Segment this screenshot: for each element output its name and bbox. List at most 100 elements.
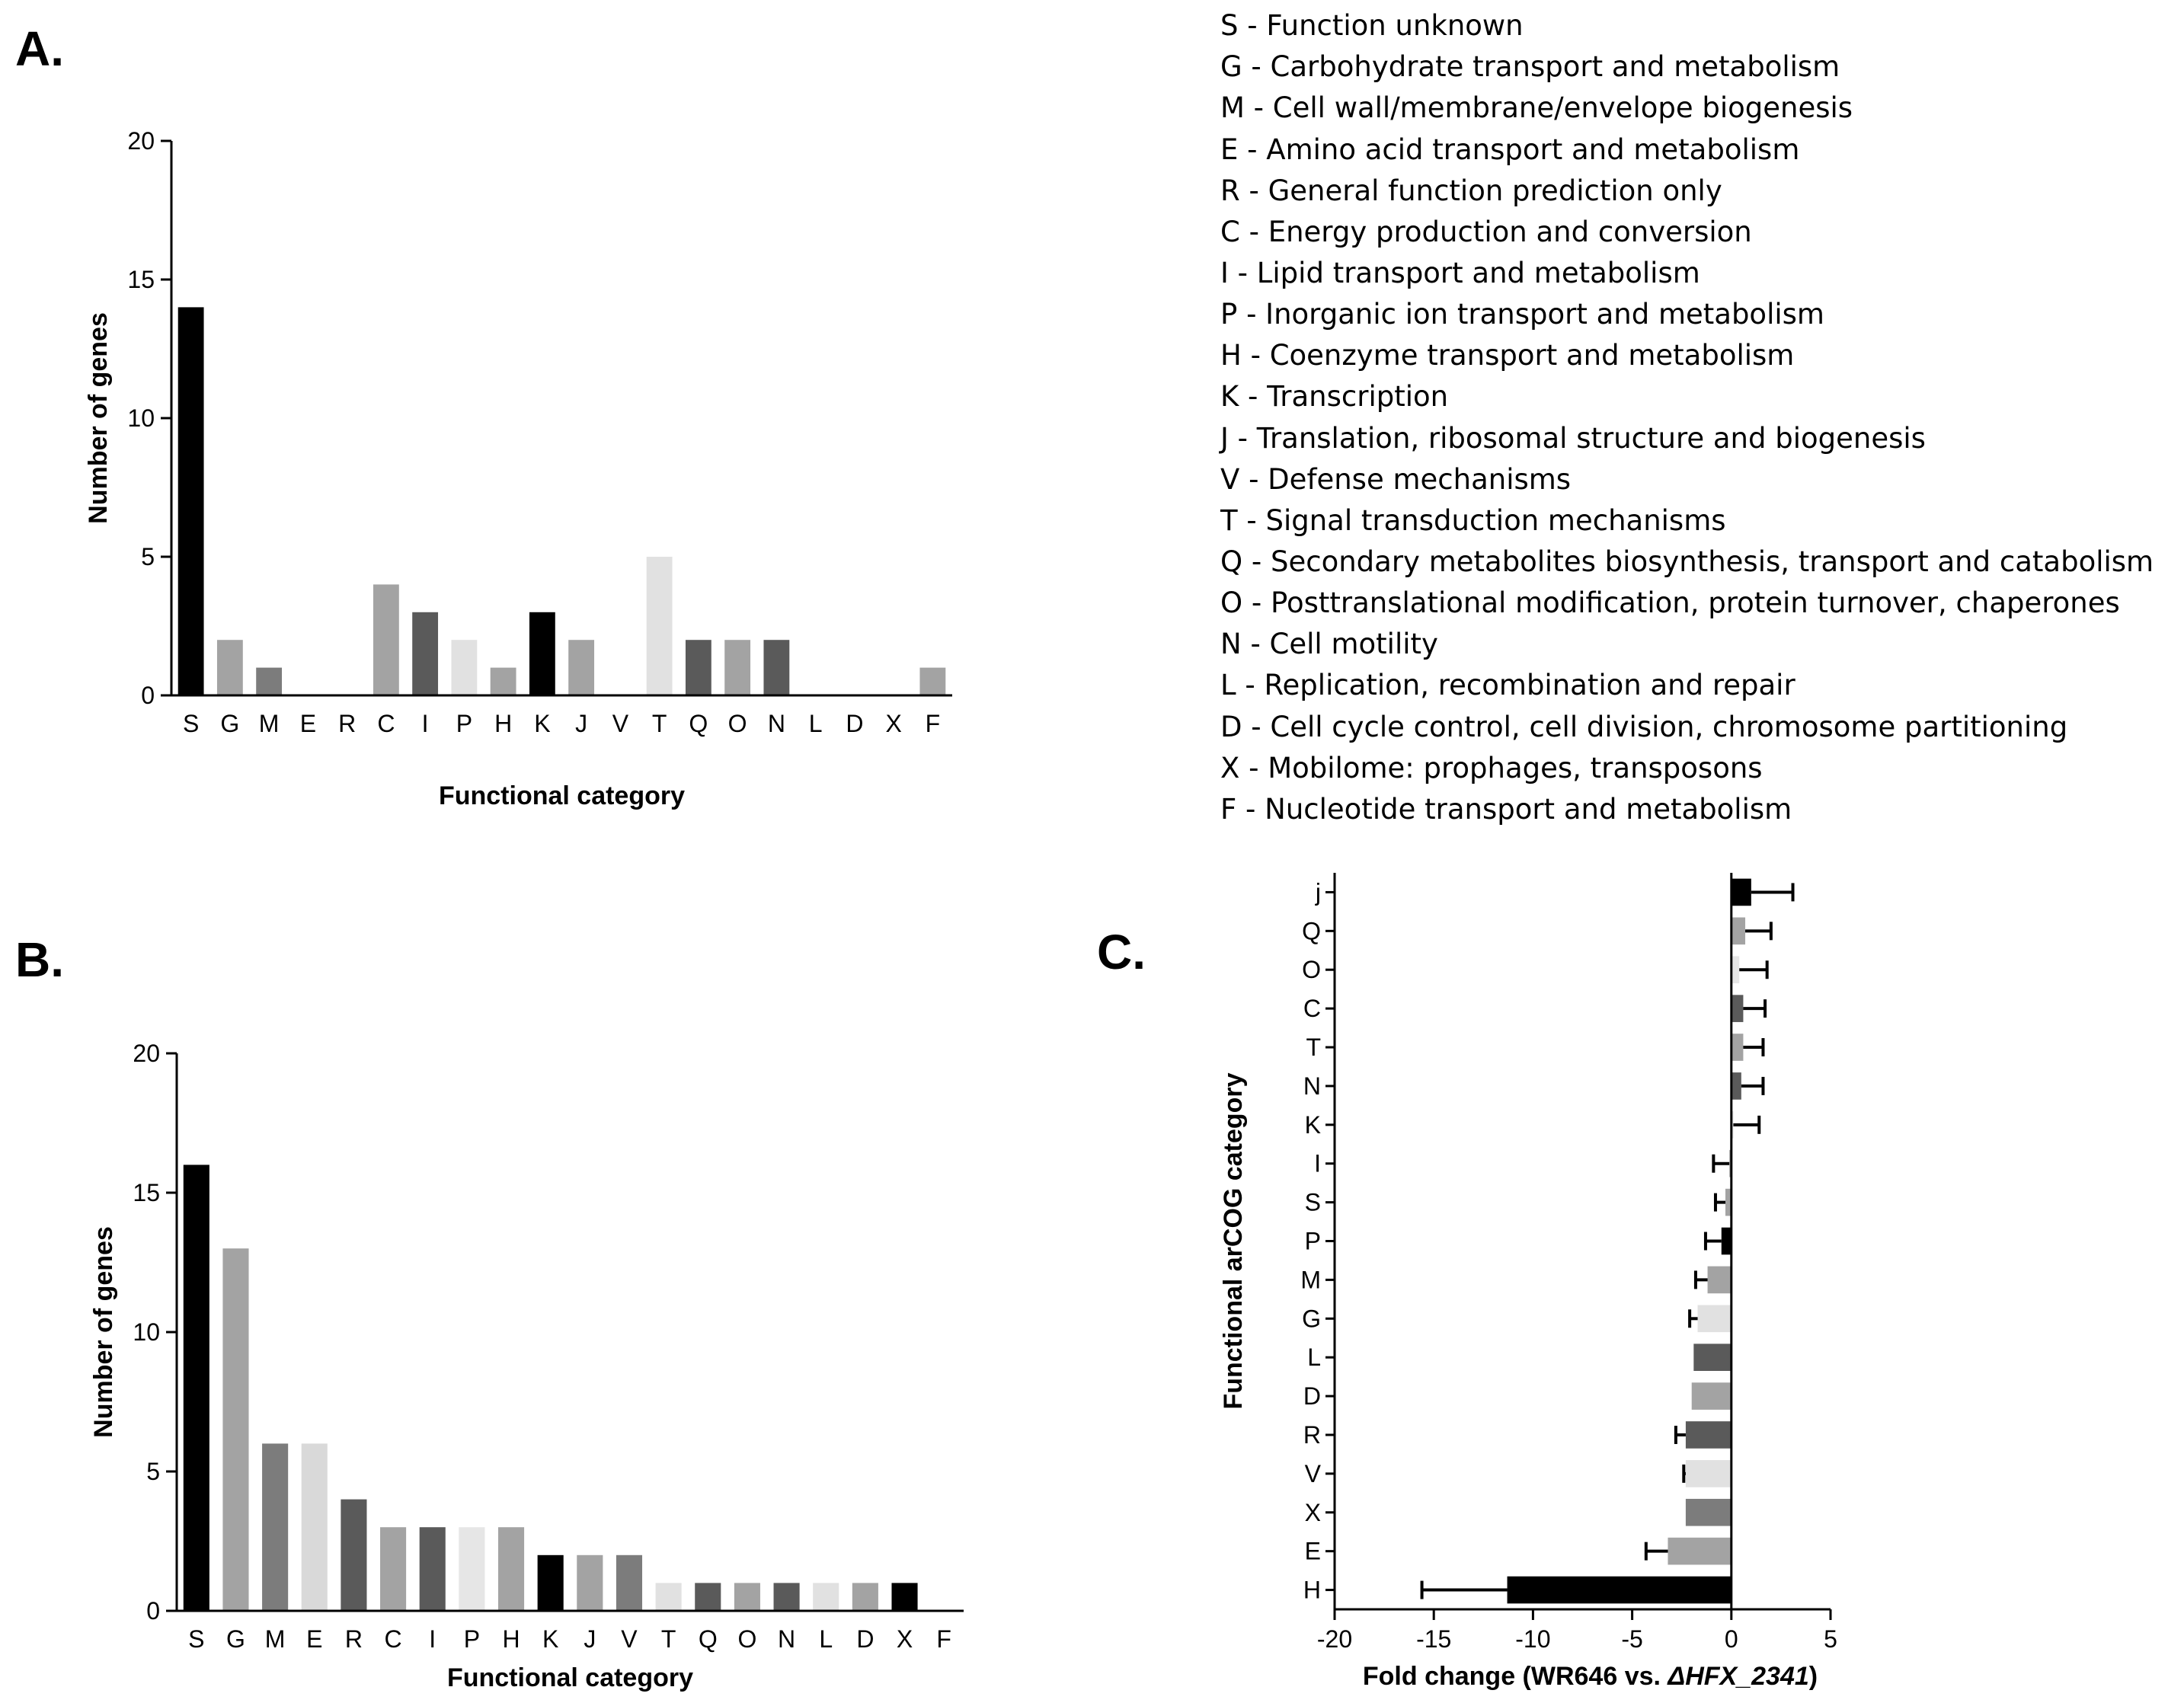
x-axis-title: Functional category	[447, 1663, 693, 1692]
x-tick-label: I	[429, 1625, 436, 1653]
bar	[1668, 1537, 1732, 1565]
bar	[183, 1165, 209, 1611]
bar	[262, 1443, 289, 1611]
bar	[1685, 1460, 1732, 1487]
legend-item: D - Cell cycle control, cell division, c…	[1220, 711, 2067, 743]
bar	[497, 1527, 525, 1611]
y-tick-label: Q	[1302, 917, 1321, 944]
y-tick-label: G	[1302, 1305, 1321, 1332]
x-tick-label: T	[652, 710, 667, 737]
x-tick-label: E	[306, 1625, 322, 1653]
y-tick-label: S	[1305, 1189, 1321, 1216]
x-tick-label: T	[661, 1625, 676, 1653]
bar	[1685, 1498, 1732, 1526]
x-tick-label: Q	[689, 710, 708, 737]
y-tick-label: 15	[133, 1179, 160, 1206]
x-tick-label: J	[575, 710, 587, 737]
bar	[813, 1583, 839, 1611]
bar	[1731, 917, 1746, 945]
legend-item: L - Replication, recombination and repai…	[1220, 669, 1795, 701]
x-tick-label: C	[385, 1625, 402, 1653]
x-tick-label: H	[494, 710, 512, 737]
y-tick-label: 0	[146, 1597, 160, 1625]
x-tick-label: S	[183, 710, 199, 737]
x-tick-label: K	[542, 1625, 558, 1653]
x-tick-label: E	[300, 710, 316, 737]
bar	[177, 307, 204, 695]
bar	[451, 640, 478, 695]
y-tick-label: 0	[141, 682, 155, 709]
bar	[1731, 956, 1740, 984]
legend-item: F - Nucleotide transport and metabolism	[1220, 793, 1792, 826]
legend-item: X - Mobilome: prophages, transposons	[1220, 752, 1763, 784]
x-tick-label: H	[502, 1625, 520, 1653]
bar	[256, 667, 283, 695]
bar	[380, 1527, 407, 1611]
bar	[852, 1583, 878, 1611]
bar	[529, 612, 555, 695]
y-tick-label: O	[1302, 956, 1321, 983]
bar	[301, 1443, 328, 1611]
legend-item: E - Amino acid transport and metabolism	[1220, 133, 1799, 166]
x-tick-label: N	[768, 710, 785, 737]
x-tick-label: V	[621, 1625, 638, 1653]
x-tick-label: K	[534, 710, 550, 737]
x-tick-label: X	[897, 1625, 913, 1653]
x-tick-label: F	[936, 1625, 951, 1653]
x-tick-label: 0	[1725, 1625, 1738, 1653]
panel-b-letter: B.	[15, 932, 64, 987]
x-tick-label: M	[265, 1625, 286, 1653]
bar	[412, 612, 439, 695]
bar	[1507, 1576, 1732, 1604]
bar	[1707, 1266, 1732, 1294]
x-tick-label: X	[885, 710, 901, 737]
legend-item: K - Transcription	[1220, 380, 1448, 413]
bar	[216, 640, 243, 695]
legend-item: T - Signal transduction mechanisms	[1220, 504, 1726, 537]
y-tick-label: I	[1314, 1150, 1321, 1177]
legend-item: C - Energy production and conversion	[1220, 216, 1752, 248]
chart-a: S G M E R C I P H K J V T Q O N L D X F 0 5 10 15 20 Functional c…	[84, 127, 952, 810]
y-tick-label: K	[1305, 1111, 1321, 1139]
y-tick-label: 20	[133, 1040, 160, 1067]
bar	[490, 667, 516, 695]
y-axis-title: Functional arCOG category	[1219, 1072, 1248, 1409]
x-tick-label: C	[377, 710, 395, 737]
category-legend: S - Function unknown G - Carbohydrate tr…	[1219, 9, 2154, 826]
x-tick-label: I	[422, 710, 429, 737]
legend-item: N - Cell motility	[1220, 628, 1438, 660]
legend-item: J - Translation, ribosomal structure and…	[1219, 422, 1926, 455]
x-tick-label: O	[737, 1625, 756, 1653]
bar	[724, 640, 751, 695]
bar	[1731, 1034, 1744, 1061]
y-axis-title: Number of genes	[84, 312, 113, 524]
x-tick-label: 5	[1824, 1625, 1837, 1653]
x-tick-label: S	[188, 1625, 204, 1653]
bar	[459, 1527, 485, 1611]
x-tick-label: M	[259, 710, 280, 737]
x-tick-label: L	[809, 710, 823, 737]
legend-item: G - Carbohydrate transport and metabolis…	[1220, 50, 1840, 83]
x-tick-label: Q	[699, 1625, 718, 1653]
bar	[1731, 1072, 1741, 1100]
bar	[695, 1583, 721, 1611]
legend-item: O - Posttranslational modification, prot…	[1220, 586, 2120, 619]
y-tick-label: V	[1305, 1460, 1322, 1487]
y-tick-label: 5	[146, 1458, 160, 1485]
chart-b: S G M E R C I P H K J V T Q O N L D X F 0 5 10 15 20 Functional c…	[89, 1040, 964, 1692]
x-tick-label: -20	[1317, 1625, 1352, 1653]
bar	[1731, 995, 1744, 1022]
x-tick-label: F	[926, 710, 941, 737]
bar	[373, 584, 399, 695]
bar	[1721, 1227, 1732, 1255]
y-tick-label: 15	[127, 266, 155, 293]
bar	[537, 1554, 564, 1611]
x-tick-label: O	[728, 710, 747, 737]
y-tick-label: T	[1306, 1034, 1321, 1061]
legend-item: H - Coenzyme transport and metabolism	[1220, 339, 1794, 372]
bar	[419, 1527, 446, 1611]
bar	[341, 1499, 367, 1611]
x-tick-label: D	[846, 710, 863, 737]
